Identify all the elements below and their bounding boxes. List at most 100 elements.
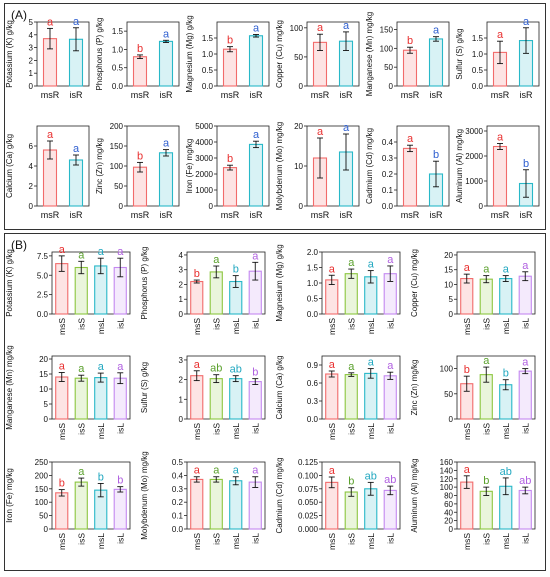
y-tick-label: 100 — [290, 24, 304, 33]
category-label-msS: msS — [327, 423, 337, 440]
y-tick-label: 200 — [35, 471, 49, 480]
y-tick-label: 0 — [179, 310, 184, 319]
chart-a-11: 0.0 0.1 0.2 0.3 0.4 Cadmium (Cd) mg/kg a msR b is… — [365, 125, 450, 220]
chart-b-8: 0 50 100 Zinc (Zn) mg/kg b msS a isS b msL a isL — [410, 355, 536, 440]
chart-a-10: 0 10 20 Molybdenum (Mo) mg/kg a msR a isR — [275, 122, 360, 220]
category-label-msR: msR — [131, 90, 150, 100]
chart-b-5: 0 5 10 15 20 Manganese (Mn) mg/kg a msS a isS a msL… — [5, 345, 131, 440]
category-label-msR: msR — [491, 210, 510, 220]
significance-letter-isS: a — [78, 363, 85, 375]
y-axis-label: Magnesium (Mg) g/kg — [275, 244, 284, 321]
y-tick-label: 10 — [294, 162, 303, 171]
category-label-msR: msR — [311, 90, 330, 100]
y-tick-label: 0.1 — [382, 186, 394, 195]
significance-letter-msL: a — [503, 264, 510, 276]
plot-frame — [51, 251, 131, 315]
bar-isL — [113, 488, 127, 530]
plot-frame — [396, 21, 450, 87]
category-label-isS: isS — [481, 423, 491, 435]
category-label-msS: msS — [192, 423, 202, 440]
y-tick-label: 5 — [449, 295, 454, 304]
category-label-isL: isL — [115, 423, 125, 434]
chart-a-6: 0.0 0.5 1.0 1.5 Sulfur (S) g/kg a msR a isR — [455, 16, 540, 100]
plot-frame — [36, 21, 90, 87]
y-tick-label: 0.3 — [307, 397, 319, 406]
category-label-isS: isS — [211, 318, 221, 330]
category-label-msS: msS — [57, 423, 67, 440]
y-axis-label: Calcium (Ca) g/kg — [5, 134, 14, 198]
category-label-msR: msR — [221, 210, 240, 220]
bar-msR — [402, 147, 418, 207]
plot-frame — [456, 355, 536, 420]
bar-isR — [68, 159, 84, 207]
category-label-msR: msR — [311, 210, 330, 220]
significance-letter-msS: b — [194, 268, 200, 280]
category-label-isS: isS — [481, 318, 491, 330]
plot-frame — [486, 125, 540, 207]
y-tick-label: 0 — [449, 525, 454, 534]
y-tick-label: 0 — [449, 415, 454, 424]
y-tick-label: 1.0 — [202, 50, 214, 59]
y-tick-label: 0.3 — [172, 485, 184, 494]
significance-letter-msL: a — [368, 259, 375, 271]
y-tick-label: 1.5 — [307, 264, 319, 273]
y-tick-label: 60 — [444, 500, 453, 509]
y-tick-label: 2.0 — [307, 248, 319, 257]
y-tick-label: 0.100 — [298, 471, 319, 480]
y-tick-label: 1.0 — [307, 279, 319, 288]
y-axis-label: Magnesium (Mg) g/kg — [185, 15, 194, 92]
y-tick-label: 2.5 — [37, 291, 49, 300]
significance-letter-isS: a — [78, 249, 85, 261]
y-axis-label: Phosphorus (P) g/kg — [140, 247, 149, 320]
bar-isL — [518, 370, 532, 420]
bar-isL — [518, 489, 532, 530]
category-label-isR: isR — [250, 210, 263, 220]
bar-msL — [229, 480, 243, 530]
significance-letter-msL: b — [233, 264, 239, 276]
bar-isL — [113, 377, 127, 420]
significance-letter-isR: a — [163, 138, 170, 150]
category-label-msS: msS — [327, 318, 337, 335]
y-axis-label: Molybdenum (Mo) mg/kg — [275, 122, 284, 210]
significance-letter-isS: a — [483, 264, 490, 276]
y-tick-label: 50 — [384, 63, 393, 72]
bar-isS — [344, 374, 358, 420]
category-label-msL: msL — [501, 533, 511, 549]
bar-isS — [479, 278, 493, 315]
y-tick-label: 1.5 — [472, 34, 484, 43]
category-label-msR: msR — [41, 90, 60, 100]
chart-a-7: 0 2 4 6 Calcium (Ca) g/kg a msR a isR — [5, 125, 90, 220]
significance-letter-msR: b — [407, 35, 413, 47]
significance-letter-msS: a — [194, 465, 201, 477]
significance-letter-isS: a — [213, 465, 220, 477]
category-label-isL: isL — [385, 318, 395, 329]
significance-letter-isR: a — [343, 20, 350, 32]
significance-letter-msR: b — [227, 153, 233, 165]
category-label-isS: isS — [211, 533, 221, 545]
bar-isS — [479, 490, 493, 530]
y-tick-label: 20 — [39, 355, 48, 364]
category-label-msS: msS — [57, 533, 67, 550]
category-label-isS: isS — [346, 423, 356, 435]
bar-msR — [132, 56, 148, 87]
significance-letter-msS: b — [464, 364, 470, 376]
y-tick-label: 120 — [440, 475, 454, 484]
category-label-msS: msS — [57, 318, 67, 335]
plot-frame — [51, 355, 131, 420]
bar-msL — [94, 377, 108, 420]
chart-a-5: 0 50 100 150 Manganese (Mn) mg/kg b msR a isR — [365, 12, 450, 100]
y-axis-label: Aluminum (Al) mg/kg — [455, 129, 464, 203]
significance-letter-isL: a — [252, 465, 259, 477]
category-label-isL: isL — [385, 533, 395, 544]
plot-frame — [321, 355, 401, 420]
y-tick-label: 0.0 — [112, 82, 124, 91]
y-tick-label: 2000 — [195, 170, 213, 179]
y-tick-label: 10 — [444, 280, 453, 289]
significance-letter-isS: a — [78, 466, 85, 478]
y-tick-label: 0.050 — [298, 498, 319, 507]
significance-letter-msL: ab — [500, 466, 512, 478]
category-label-isR: isR — [160, 210, 173, 220]
y-tick-label: 250 — [35, 458, 49, 467]
category-label-isR: isR — [340, 210, 353, 220]
y-tick-label: 0 — [44, 525, 49, 534]
